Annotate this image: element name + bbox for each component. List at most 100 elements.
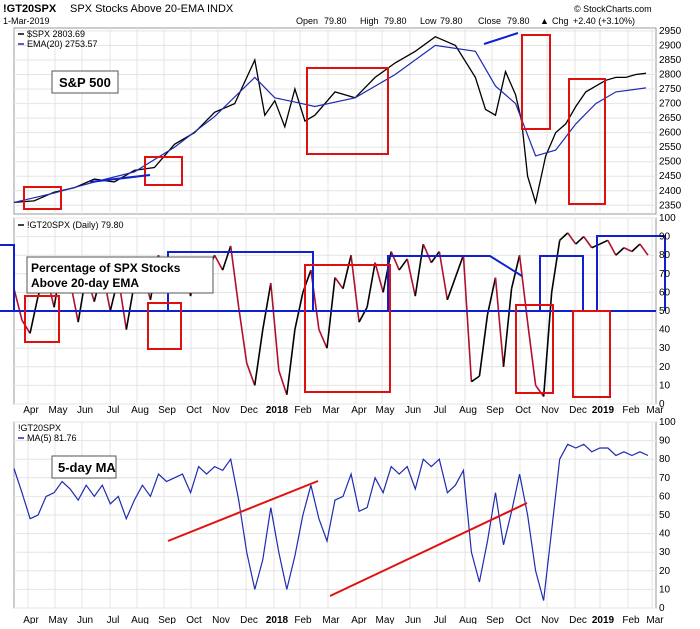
x-tick-label: 2018 bbox=[266, 615, 289, 624]
close-label: Close bbox=[478, 16, 501, 26]
annotation-label-box bbox=[51, 455, 117, 479]
x-tick-label: Jul bbox=[107, 615, 120, 624]
y-tick-label: 10 bbox=[659, 584, 671, 595]
breadth-line-segment bbox=[559, 232, 569, 241]
trend-line bbox=[483, 32, 519, 45]
x-tick-label: Oct bbox=[515, 615, 531, 624]
y-tick-label: 2500 bbox=[659, 157, 682, 168]
breadth-line-segment bbox=[245, 362, 256, 386]
x-tick-label: May bbox=[49, 405, 68, 416]
top-legend: $SPX 2803.69 EMA(20) 2753.57 bbox=[18, 29, 98, 49]
x-tick-label: Sep bbox=[486, 405, 504, 416]
annotation-percentage-line2: Above 20-day EMA bbox=[31, 276, 139, 290]
y-tick-label: 10 bbox=[659, 380, 671, 391]
breadth-line-segment bbox=[631, 243, 641, 253]
low-value: 79.80 bbox=[440, 16, 463, 26]
breadth-line-segment bbox=[29, 295, 39, 334]
y-tick-label: 80 bbox=[659, 250, 671, 261]
breadth-line-segment bbox=[639, 243, 649, 256]
y-tick-label: 2550 bbox=[659, 142, 682, 153]
middle-legend: !GT20SPX (Daily) 79.80 bbox=[18, 220, 124, 230]
breadth-line-segment bbox=[318, 329, 328, 349]
x-tick-label: Aug bbox=[131, 405, 149, 416]
header-symbol: !GT20SPX bbox=[3, 3, 57, 15]
breadth-line-segment bbox=[406, 258, 417, 297]
low-label: Low bbox=[420, 16, 437, 26]
x-tick-label: Nov bbox=[541, 615, 559, 624]
x-tick-label: Oct bbox=[515, 405, 531, 416]
y-tick-label: 70 bbox=[659, 269, 671, 280]
breadth-line-segment bbox=[221, 245, 232, 271]
breadth-line-segment bbox=[607, 239, 617, 256]
legend-breadth: !GT20SPX (Daily) 79.80 bbox=[27, 220, 124, 230]
y-tick-label: 2450 bbox=[659, 171, 682, 182]
y-tick-label: 2750 bbox=[659, 84, 682, 95]
x-tick-label: Aug bbox=[459, 405, 477, 416]
breadth-line-segment bbox=[478, 314, 489, 377]
x-tick-label: May bbox=[376, 615, 395, 624]
open-label: Open bbox=[296, 16, 318, 26]
trend-line bbox=[89, 174, 151, 183]
y-tick-label: 60 bbox=[659, 287, 671, 298]
x-tick-label: Mar bbox=[646, 405, 664, 416]
ma5-line bbox=[13, 443, 649, 601]
breadth-line-segment bbox=[599, 239, 609, 245]
legend-bottom-symbol: !GT20SPX bbox=[18, 423, 61, 433]
breadth-line-segment bbox=[438, 251, 449, 300]
breadth-line-segment bbox=[213, 254, 224, 271]
bottom-legend: !GT20SPX MA(5) 81.76 bbox=[18, 423, 77, 443]
x-tick-label: Jul bbox=[107, 405, 120, 416]
breadth-line-segment bbox=[470, 375, 480, 383]
breadth-line-segment bbox=[278, 370, 288, 395]
x-tick-label: Dec bbox=[569, 405, 587, 416]
breadth-line-segment bbox=[237, 307, 248, 364]
y-tick-label: 2600 bbox=[659, 128, 682, 139]
annotation-percentage-line1: Percentage of SPX Stocks bbox=[31, 261, 181, 275]
y-tick-label: 100 bbox=[659, 417, 676, 428]
y-tick-label: 60 bbox=[659, 491, 671, 502]
annotation-label-box bbox=[26, 256, 214, 294]
y-tick-label: 40 bbox=[659, 325, 671, 336]
breadth-line-segment bbox=[358, 306, 368, 323]
x-tick-label: Jul bbox=[434, 615, 447, 624]
blue-range-box bbox=[539, 255, 584, 311]
x-tick-label: Sep bbox=[486, 615, 504, 624]
y-tick-label: 20 bbox=[659, 362, 671, 373]
breadth-line-segment bbox=[366, 262, 376, 308]
breadth-line-segment bbox=[567, 232, 577, 245]
breadth-line-segment bbox=[229, 245, 240, 308]
y-tick-label: 2650 bbox=[659, 113, 682, 124]
x-tick-label: Nov bbox=[541, 405, 559, 416]
x-tick-label: 2019 bbox=[592, 615, 615, 624]
axis-layer: Apr Apr May May Jun Jun Jul Jul Aug Aug Sep Sep Oct O… bbox=[23, 26, 682, 626]
breadth-line-segment bbox=[398, 258, 408, 271]
annotation-percentage: Percentage of SPX Stocks Above 20-day EM… bbox=[26, 256, 214, 294]
close-value: 79.80 bbox=[507, 16, 530, 26]
x-tick-label: Jun bbox=[77, 615, 93, 624]
x-tick-label: Jul bbox=[434, 405, 447, 416]
breadth-line-segment bbox=[286, 329, 296, 395]
x-tick-label: Mar bbox=[646, 615, 664, 624]
annotation-box bbox=[24, 295, 60, 343]
trend-line bbox=[329, 502, 528, 597]
breadth-line-segment bbox=[591, 243, 601, 249]
high-label: High bbox=[360, 16, 379, 26]
annotation-5day: 5-day MA bbox=[51, 455, 117, 479]
blue-range-box bbox=[387, 255, 523, 311]
annotation-box bbox=[568, 78, 606, 205]
x-tick-label: Sep bbox=[158, 615, 176, 624]
x-tick-label: Oct bbox=[186, 405, 202, 416]
breadth-line-segment bbox=[326, 277, 336, 349]
x-tick-label: 2019 bbox=[592, 405, 615, 416]
grid-layer bbox=[14, 28, 656, 609]
annotation-box bbox=[144, 156, 183, 186]
y-tick-label: 2900 bbox=[659, 40, 682, 51]
header-date: 1-Mar-2019 bbox=[3, 16, 50, 26]
breadth-line-segment bbox=[270, 283, 280, 371]
breadth-line-segment bbox=[486, 277, 497, 315]
x-tick-label: Oct bbox=[186, 615, 202, 624]
breadth-line-segment bbox=[518, 255, 529, 323]
header-description: SPX Stocks Above 20-EMA INDX bbox=[70, 3, 234, 15]
breadth-line-segment bbox=[422, 243, 433, 263]
